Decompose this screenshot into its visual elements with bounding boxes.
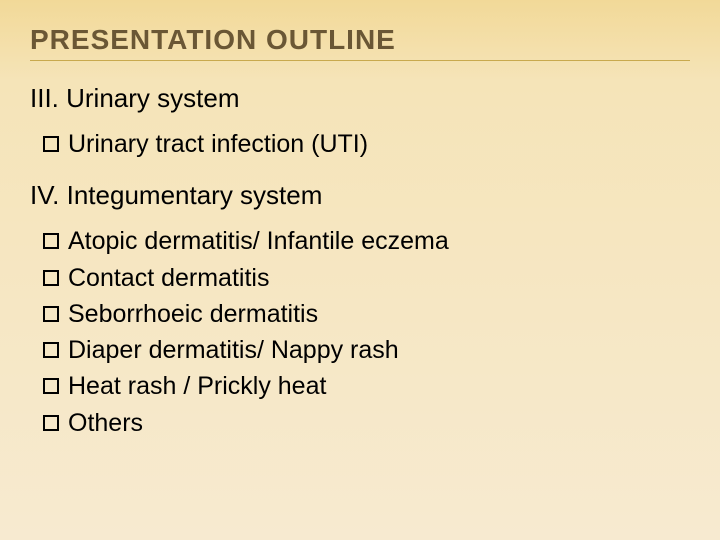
list-item: Seborrhoeic dermatitis — [68, 296, 690, 332]
section-2: IV. Integumentary system Atopic dermatit… — [30, 180, 690, 441]
section-2-heading: IV. Integumentary system — [30, 180, 690, 211]
slide-title: PRESENTATION OUTLINE — [30, 24, 690, 61]
list-item: Urinary tract infection (UTI) — [68, 126, 690, 162]
section-2-list: Atopic dermatitis/ Infantile eczema Cont… — [30, 223, 690, 441]
section-1: III. Urinary system Urinary tract infect… — [30, 83, 690, 162]
section-1-list: Urinary tract infection (UTI) — [30, 126, 690, 162]
list-item: Contact dermatitis — [68, 260, 690, 296]
list-item: Others — [68, 405, 690, 441]
list-item: Heat rash / Prickly heat — [68, 368, 690, 404]
list-item: Diaper dermatitis/ Nappy rash — [68, 332, 690, 368]
slide-container: PRESENTATION OUTLINE III. Urinary system… — [0, 0, 720, 540]
section-1-heading: III. Urinary system — [30, 83, 690, 114]
list-item: Atopic dermatitis/ Infantile eczema — [68, 223, 690, 259]
